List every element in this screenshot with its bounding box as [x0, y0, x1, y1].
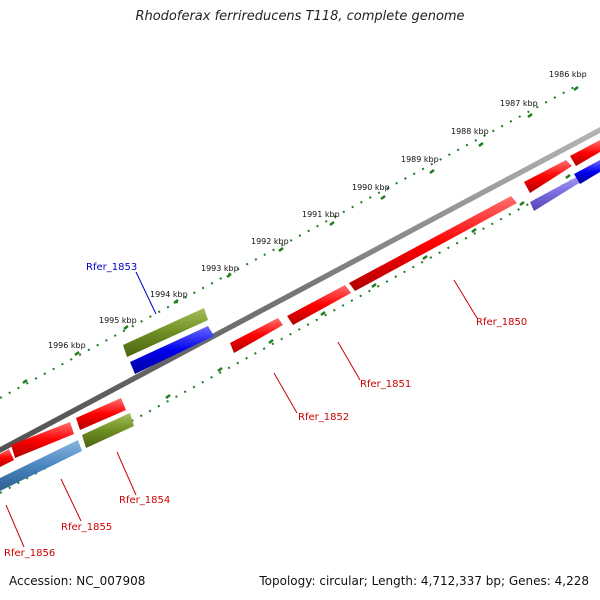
kbp-label-1996: 1996 kbp [48, 341, 86, 350]
gene-label-rfer-1855[interactable]: Rfer_1855 [61, 522, 112, 533]
kbp-label-1987: 1987 kbp [500, 99, 538, 108]
topology-text: Topology: circular; Length: 4,712,337 bp… [259, 574, 589, 588]
gene-rfer-1850[interactable] [349, 196, 517, 291]
outer-tick-track [0, 84, 579, 399]
kbp-label-1993: 1993 kbp [201, 264, 239, 273]
inner-tick-track [0, 164, 600, 494]
kbp-label-1988: 1988 kbp [451, 127, 489, 136]
gene-label-rfer-1852[interactable]: Rfer_1852 [298, 412, 349, 423]
map-title: Rhodoferax ferrireducens T118, complete … [135, 9, 465, 24]
gene-right-d[interactable] [574, 160, 600, 184]
gene-rfer-1855[interactable] [0, 440, 82, 491]
gene-rfer-1851[interactable] [287, 285, 351, 325]
kbp-label-1992: 1992 kbp [251, 237, 289, 246]
gene-rfer-1855b[interactable] [11, 422, 74, 458]
kbp-label-1990: 1990 kbp [352, 183, 390, 192]
gene-rfer-1853b[interactable] [123, 308, 208, 357]
gene-rfer-1854[interactable] [82, 413, 134, 448]
gene-rfer-1855-red[interactable] [76, 398, 126, 430]
gene-label-rfer-1851[interactable]: Rfer_1851 [360, 379, 411, 390]
gene-label-rfer-1850[interactable]: Rfer_1850 [476, 317, 527, 328]
gene-label-rfer-1853[interactable]: Rfer_1853 [86, 262, 137, 273]
gene-label-rfer-1856[interactable]: Rfer_1856 [4, 548, 55, 559]
kbp-label-1994: 1994 kbp [150, 290, 188, 299]
gene-right-a[interactable] [524, 160, 572, 193]
kbp-label-1995: 1995 kbp [99, 316, 137, 325]
gene-rfer-1853[interactable] [130, 326, 214, 374]
kbp-label-1989: 1989 kbp [401, 155, 439, 164]
label-connectors [5, 271, 478, 548]
gene-right-c[interactable] [530, 174, 584, 211]
kbp-label-1991: 1991 kbp [302, 210, 340, 219]
gene-rfer-1856[interactable] [0, 449, 14, 467]
genome-backbone [0, 127, 600, 453]
outer-major-ticks [22, 86, 579, 384]
gene-rfer-1852[interactable] [230, 318, 283, 353]
kbp-label-1986: 1986 kbp [549, 70, 587, 79]
accession-text: Accession: NC_007908 [9, 574, 146, 588]
gene-right-b[interactable] [570, 140, 600, 166]
gene-label-rfer-1854[interactable]: Rfer_1854 [119, 495, 170, 506]
